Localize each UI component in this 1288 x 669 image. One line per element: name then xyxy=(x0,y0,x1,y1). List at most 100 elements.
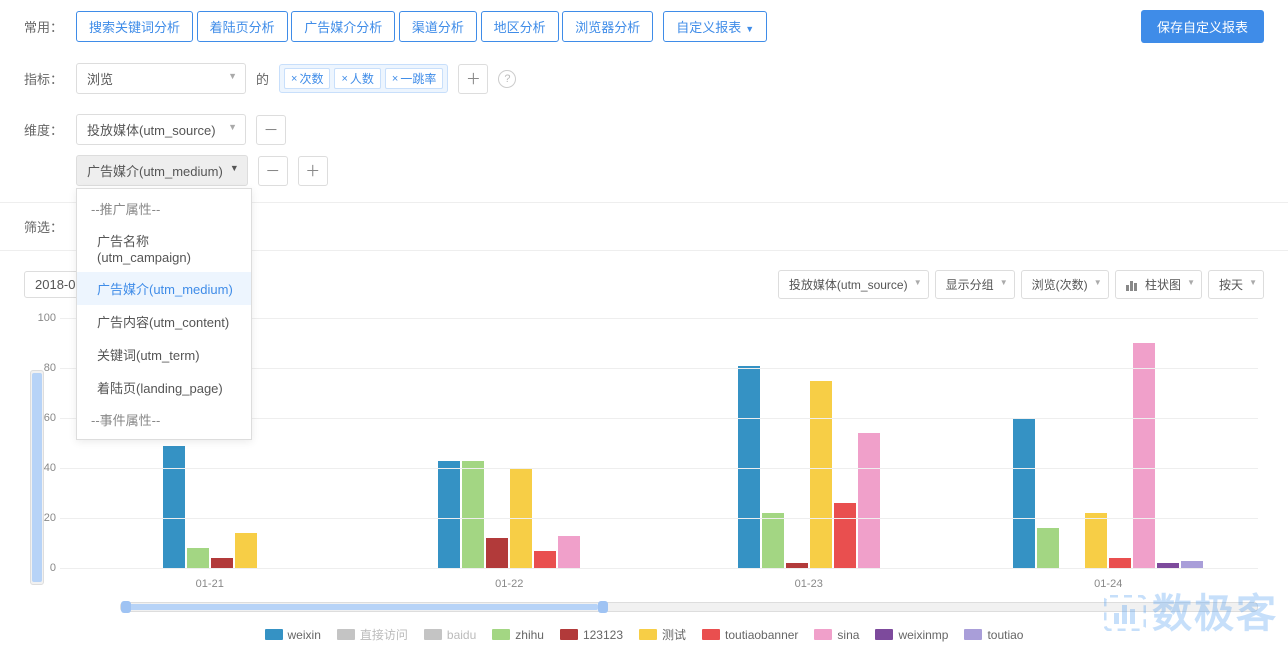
metric-select-value: 浏览 xyxy=(87,72,113,87)
metric-chips: × 次数× 人数× 一跳率 xyxy=(279,64,448,93)
common-tag-button[interactable]: 广告媒介分析 xyxy=(291,11,395,42)
dimension-2-select[interactable]: 广告媒介(utm_medium) xyxy=(76,155,248,186)
metric-label: 指标： xyxy=(24,69,66,88)
save-custom-report-button[interactable]: 保存自定义报表 xyxy=(1141,10,1264,43)
legend-item[interactable]: sina xyxy=(814,626,859,643)
common-tag-button[interactable]: 着陆页分析 xyxy=(197,11,288,42)
y-tick-label: 40 xyxy=(44,462,56,474)
y-tick-label: 60 xyxy=(44,412,56,424)
legend-item[interactable]: weixinmp xyxy=(875,626,948,643)
legend-item[interactable]: zhihu xyxy=(492,626,544,643)
metric-chip[interactable]: × 次数 xyxy=(284,68,330,89)
y-tick-label: 80 xyxy=(44,362,56,374)
metric-chip[interactable]: × 一跳率 xyxy=(385,68,443,89)
bar[interactable] xyxy=(558,536,580,569)
bar[interactable] xyxy=(235,533,257,568)
measure-select[interactable]: 浏览(次数) xyxy=(1021,270,1109,299)
bar[interactable] xyxy=(438,461,460,569)
help-icon[interactable]: ? xyxy=(498,70,516,88)
common-tag-button[interactable]: 地区分析 xyxy=(481,11,559,42)
y-tick-label: 20 xyxy=(44,512,56,524)
legend-item[interactable]: 直接访问 xyxy=(337,626,408,643)
show-group-select[interactable]: 显示分组 xyxy=(935,270,1015,299)
grid-line xyxy=(60,568,1258,569)
x-tick-label: 01-23 xyxy=(795,578,823,590)
bar[interactable] xyxy=(1133,343,1155,568)
legend-item[interactable]: weixin xyxy=(265,626,321,643)
legend-label: weixinmp xyxy=(898,628,948,642)
metric-row: 指标： 浏览 的 × 次数× 人数× 一跳率 ＋ ? xyxy=(0,53,1288,104)
dropdown-item[interactable]: 着陆页(landing_page) xyxy=(77,371,251,404)
legend-label: weixin xyxy=(288,628,321,642)
bar[interactable] xyxy=(762,513,784,568)
remove-dimension-1-button[interactable]: － xyxy=(256,115,286,145)
bar[interactable] xyxy=(486,538,508,568)
add-metric-button[interactable]: ＋ xyxy=(458,64,488,94)
filter-label: 筛选： xyxy=(24,217,66,236)
dimension-row-2: 广告媒介(utm_medium) --推广属性--广告名称(utm_campai… xyxy=(0,155,1288,196)
granularity-select[interactable]: 按天 xyxy=(1208,270,1264,299)
common-tag-button[interactable]: 浏览器分析 xyxy=(562,11,653,42)
bar[interactable] xyxy=(163,446,185,569)
bar[interactable] xyxy=(738,366,760,569)
legend-label: 测试 xyxy=(662,626,686,643)
legend-label: zhihu xyxy=(515,628,544,642)
legend-item[interactable]: baidu xyxy=(424,626,476,643)
of-text: 的 xyxy=(256,69,269,88)
bar[interactable] xyxy=(1181,561,1203,569)
metric-chip[interactable]: × 人数 xyxy=(334,68,380,89)
bar[interactable] xyxy=(1037,528,1059,568)
bar-group: 01-24 xyxy=(959,318,1259,568)
dropdown-item[interactable]: 广告媒介(utm_medium) xyxy=(77,272,251,305)
legend-swatch xyxy=(964,629,982,640)
close-icon[interactable]: × xyxy=(291,73,297,85)
date-range-value: 2018-0 xyxy=(35,277,75,292)
add-dimension-button[interactable]: ＋ xyxy=(298,156,328,186)
bar[interactable] xyxy=(1013,418,1035,568)
custom-report-button[interactable]: 自定义报表 xyxy=(663,11,767,42)
bar[interactable] xyxy=(462,461,484,569)
dimension-label: 维度： xyxy=(24,120,66,139)
x-tick-label: 01-24 xyxy=(1094,578,1122,590)
legend-item[interactable]: toutiao xyxy=(964,626,1023,643)
legend-item[interactable]: toutiaobanner xyxy=(702,626,798,643)
bar[interactable] xyxy=(187,548,209,568)
metric-select[interactable]: 浏览 xyxy=(76,63,246,94)
bar[interactable] xyxy=(211,558,233,568)
dropdown-item[interactable]: 广告名称(utm_campaign) xyxy=(77,224,251,272)
bar[interactable] xyxy=(810,381,832,569)
legend-swatch xyxy=(265,629,283,640)
common-tag-button[interactable]: 搜索关键词分析 xyxy=(76,11,193,42)
bar[interactable] xyxy=(834,503,856,568)
close-icon[interactable]: × xyxy=(341,73,347,85)
dropdown-item[interactable]: 关键词(utm_term) xyxy=(77,338,251,371)
dimension-2-value: 广告媒介(utm_medium) xyxy=(87,164,223,179)
bar[interactable] xyxy=(1109,558,1131,568)
legend-swatch xyxy=(639,629,657,640)
bar[interactable] xyxy=(534,551,556,569)
chart-legend: weixin 直接访问 baidu zhihu 123123 测试 toutiaobanne… xyxy=(0,618,1288,659)
bar-group: 01-23 xyxy=(659,318,959,568)
y-axis: 100806040200 xyxy=(20,318,56,568)
legend-item[interactable]: 123123 xyxy=(560,626,623,643)
remove-dimension-2-button[interactable]: － xyxy=(258,156,288,186)
bar[interactable] xyxy=(1085,513,1107,568)
groupby-select[interactable]: 投放媒体(utm_source) xyxy=(778,270,929,299)
chart-type-select[interactable]: 柱状图 xyxy=(1115,270,1202,299)
x-tick-label: 01-22 xyxy=(495,578,523,590)
legend-label: 123123 xyxy=(583,628,623,642)
close-icon[interactable]: × xyxy=(392,73,398,85)
common-tag-button[interactable]: 渠道分析 xyxy=(399,11,477,42)
legend-swatch xyxy=(337,629,355,640)
dropdown-item[interactable]: 广告内容(utm_content) xyxy=(77,305,251,338)
dimension-1-select[interactable]: 投放媒体(utm_source) xyxy=(76,114,246,145)
x-tick-label: 01-21 xyxy=(196,578,224,590)
grid-line xyxy=(60,468,1258,469)
bar[interactable] xyxy=(858,433,880,568)
x-scrollbar[interactable] xyxy=(120,602,1258,612)
dimension-1-value: 投放媒体(utm_source) xyxy=(87,123,216,138)
legend-label: 直接访问 xyxy=(360,626,408,643)
legend-item[interactable]: 测试 xyxy=(639,626,686,643)
legend-label: baidu xyxy=(447,628,476,642)
legend-swatch xyxy=(560,629,578,640)
